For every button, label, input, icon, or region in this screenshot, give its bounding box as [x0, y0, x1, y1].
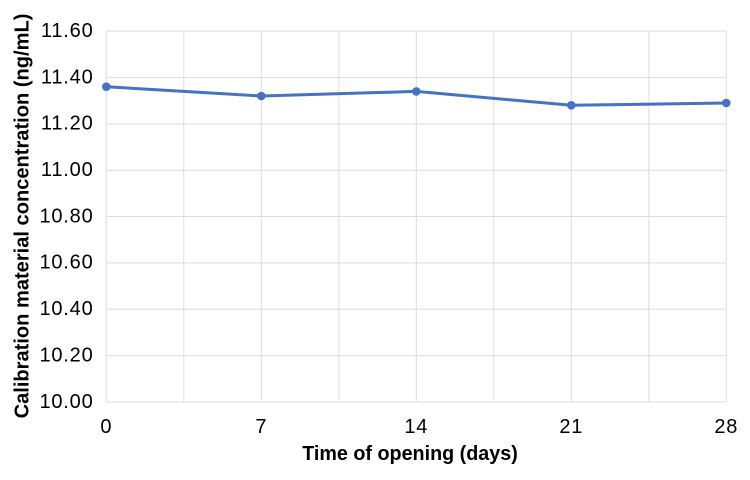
svg-text:11.60: 11.60	[41, 20, 94, 42]
svg-text:11.00: 11.00	[41, 159, 94, 181]
svg-text:0: 0	[100, 416, 112, 438]
svg-text:10.00: 10.00	[39, 391, 93, 413]
svg-text:21: 21	[559, 416, 583, 438]
svg-text:10.20: 10.20	[39, 344, 93, 366]
svg-text:11.20: 11.20	[41, 113, 94, 135]
svg-text:7: 7	[255, 416, 267, 438]
svg-text:14: 14	[404, 416, 428, 438]
svg-text:10.80: 10.80	[39, 205, 93, 227]
svg-text:Calibration material concentra: Calibration material concentration (ng/m…	[11, 14, 33, 419]
svg-text:28: 28	[714, 416, 738, 438]
svg-text:10.60: 10.60	[39, 252, 93, 274]
svg-text:Time of opening (days): Time of opening (days)	[302, 443, 518, 465]
svg-text:11.40: 11.40	[41, 66, 94, 88]
svg-text:10.40: 10.40	[39, 298, 93, 320]
